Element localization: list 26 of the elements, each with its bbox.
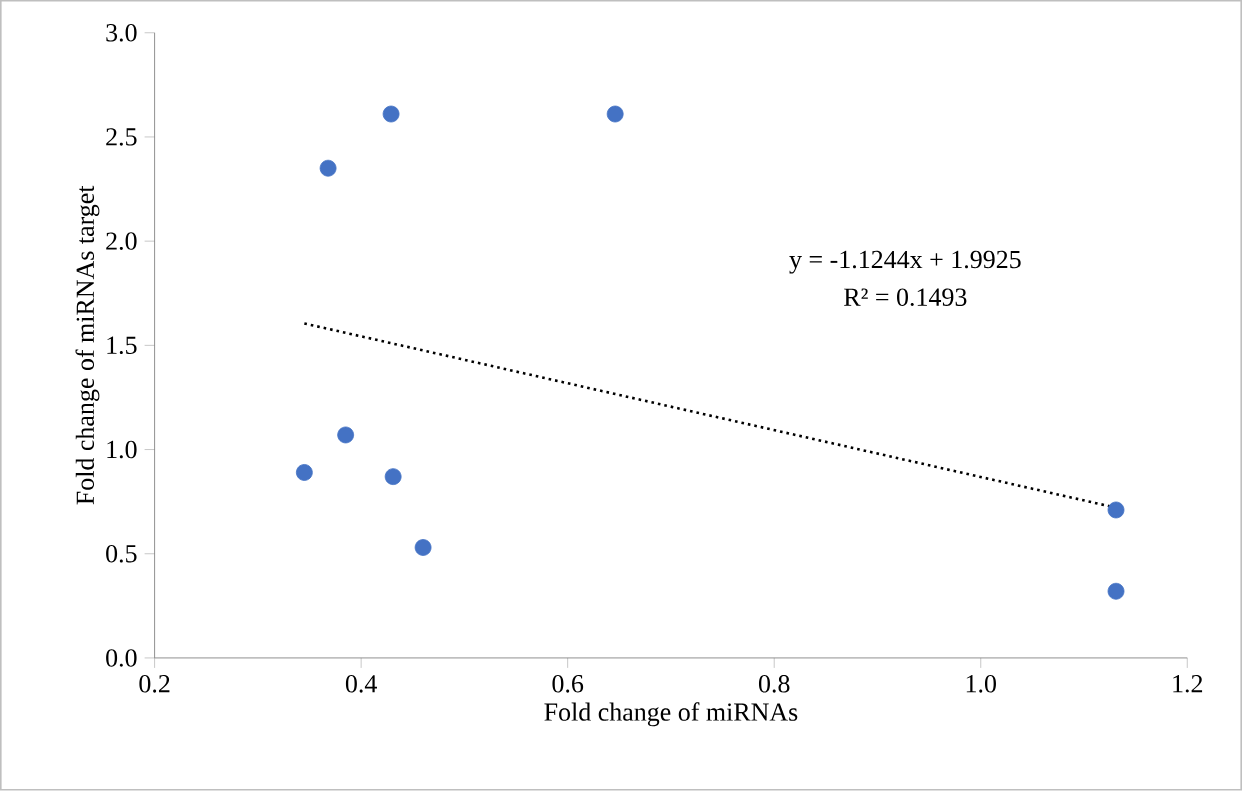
x-tick-label: 1.0 [966,675,996,693]
x-tick-label: 0.4 [345,675,377,693]
y-tick-label: 2.0 [106,232,137,251]
annotation: R² = 0.1493 [844,288,967,307]
point [382,105,400,123]
point [319,160,337,177]
annotation: y = -1.1244x + 1.9925 [789,251,1021,274]
point [384,468,402,486]
x-tick-label: 0.8 [758,675,790,693]
y-tick-label: 0.0 [106,649,137,667]
y-tick-label: 3.0 [106,24,137,42]
y-tick-label: 0.5 [106,545,137,563]
point [414,539,432,557]
point [606,105,624,123]
point [1107,501,1125,519]
x-tick-label: 1.2 [1173,675,1203,693]
point [295,464,313,482]
y-tick-label: 1.5 [107,336,137,355]
x-tick-label: 0.6 [552,675,584,693]
point [337,426,355,444]
x-axis-title: Fold change of miRNAs [544,702,798,727]
x-tick-label: 0.2 [139,675,170,693]
y-axis-title: Fold change of miRNAs target [75,185,100,505]
y-tick-label: 2.5 [106,128,137,146]
point [1107,583,1125,600]
y-tick-label: 1.0 [107,440,137,459]
